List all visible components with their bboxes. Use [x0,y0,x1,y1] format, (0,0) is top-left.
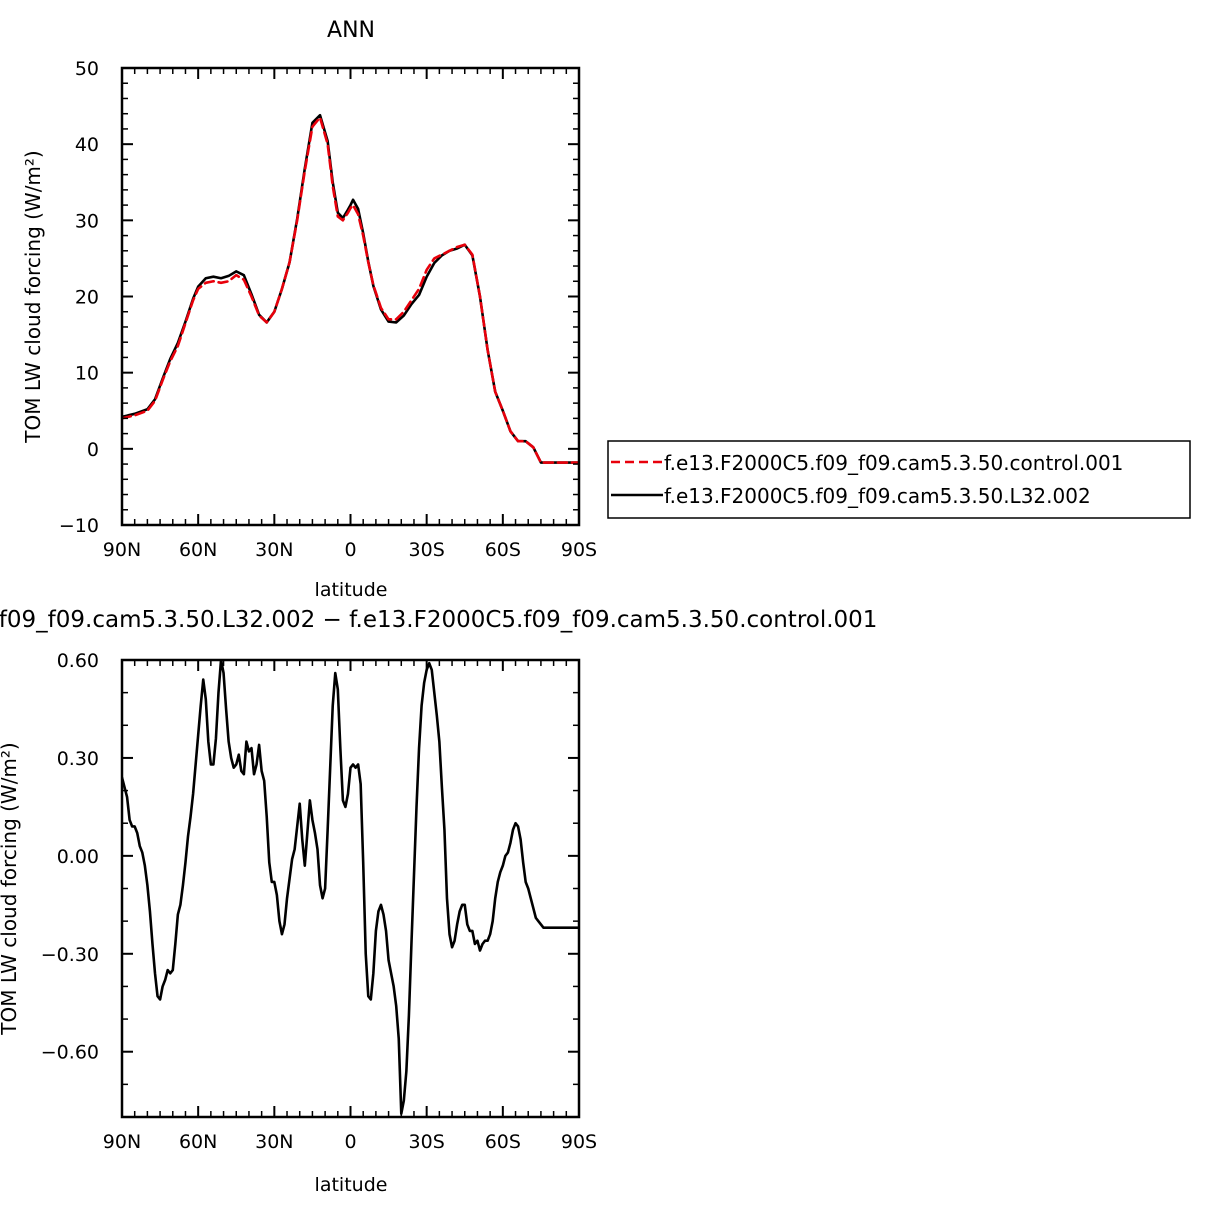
plot-frame [120,658,581,1119]
x-tick-label: 0 [344,1131,356,1153]
top-panel: ANN 90N 60N 30N 0 30S 60S 90S −10 0 10 20 30 40 50 TO… [21,18,597,601]
series-line-1 [122,660,579,1116]
x-tick-label: 60S [485,1131,521,1153]
y-tick-label: 30 [75,210,99,232]
x-tick-label: 90S [561,539,597,561]
y-tick-label: 0.00 [57,846,99,868]
x-axis-label: latitude [315,579,388,601]
plot-frame [120,66,581,527]
y-tick-label: −0.30 [41,944,99,966]
y-tick-label: 0 [87,439,99,461]
x-tick-label: 90N [103,539,141,561]
bottom-panel: f.e13.F2000C5.f09_f09.cam5.3.50.L32.002 … [0,607,877,1196]
x-axis-label: latitude [315,1174,388,1196]
x-tick-label: 60S [485,539,521,561]
chart-title: ANN [327,18,375,43]
x-tick-label: 90S [561,1131,597,1153]
y-axis-label: TOM LW cloud forcing (W/m²) [21,150,45,444]
legend-label-l32: f.e13.F2000C5.f09_f09.cam5.3.50.L32.002 [664,484,1091,508]
series-line-2 [122,113,579,464]
x-tick-label: 30N [255,539,293,561]
series-line-1 [122,116,579,464]
x-tick-label: 60N [179,539,217,561]
difference-title: f.e13.F2000C5.f09_f09.cam5.3.50.L32.002 … [0,607,877,633]
y-tick-label: 0.30 [57,748,99,770]
y-tick-label: 50 [75,58,99,80]
x-tick-label: 60N [179,1131,217,1153]
y-tick-label: 40 [75,134,99,156]
x-tick-label: 0 [344,539,356,561]
y-tick-label: 0.60 [57,650,99,672]
y-tick-label: 10 [75,363,99,385]
x-tick-label: 30S [409,539,445,561]
legend-label-control: f.e13.F2000C5.f09_f09.cam5.3.50.control.… [664,451,1123,475]
x-tick-label: 30S [409,1131,445,1153]
y-tick-label: −0.60 [41,1042,99,1064]
y-tick-label: 20 [75,287,99,309]
x-tick-label: 30N [255,1131,293,1153]
x-tick-label: 90N [103,1131,141,1153]
legend-box [607,440,1191,519]
y-tick-label: −10 [59,515,99,537]
y-axis-label: TOM LW cloud forcing (W/m²) [0,742,21,1036]
legend: f.e13.F2000C5.f09_f09.cam5.3.50.control.… [607,440,1191,519]
